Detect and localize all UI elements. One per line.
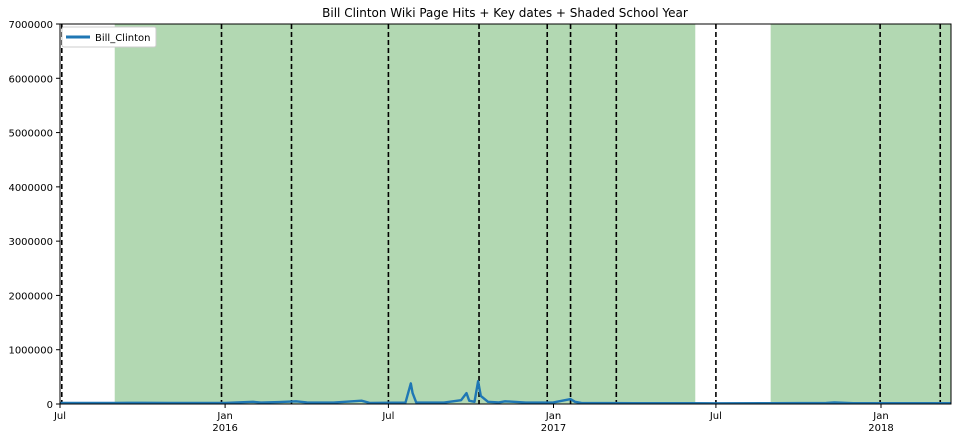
school-year-shade (770, 24, 951, 404)
series-layer (59, 380, 951, 405)
x-tick-label: Jan (872, 411, 888, 422)
y-tick-label: 1000000 (8, 346, 53, 357)
y-tick-label: 7000000 (8, 20, 53, 31)
x-tick-label: Jul (709, 411, 722, 422)
y-tick-label: 3000000 (8, 237, 53, 248)
y-tick-label: 5000000 (8, 129, 53, 140)
legend-label: Bill_Clinton (95, 33, 150, 44)
y-axis: 0 1000000 2000000 3000000 4000000 5000000 6000… (8, 20, 60, 411)
legend-box (61, 26, 157, 48)
y-tick-label: 6000000 (8, 74, 53, 85)
y-tick-label: 4000000 (8, 183, 53, 194)
x-tick-year-label: 2017 (541, 423, 566, 434)
school-year-shade (114, 24, 471, 404)
x-tick-label: Jul (53, 411, 66, 422)
y-tick-label: 2000000 (8, 291, 53, 302)
x-tick-label: Jul (381, 411, 394, 422)
x-tick-year-label: 2018 (868, 423, 893, 434)
x-tick-year-label: 2016 (212, 423, 237, 434)
legend: Bill_Clinton (61, 26, 157, 48)
x-tick-label: Jan (545, 411, 561, 422)
x-tick-label: Jan (216, 411, 232, 422)
key-date-lines (60, 24, 942, 404)
y-tick-label: 0 (47, 400, 53, 411)
chart-title: Bill Clinton Wiki Page Hits + Key dates … (322, 6, 688, 20)
series-line-bill-clinton (59, 380, 951, 405)
shaded-school-years (114, 24, 951, 404)
school-year-shade (417, 24, 696, 404)
plot-frame (59, 23, 952, 405)
